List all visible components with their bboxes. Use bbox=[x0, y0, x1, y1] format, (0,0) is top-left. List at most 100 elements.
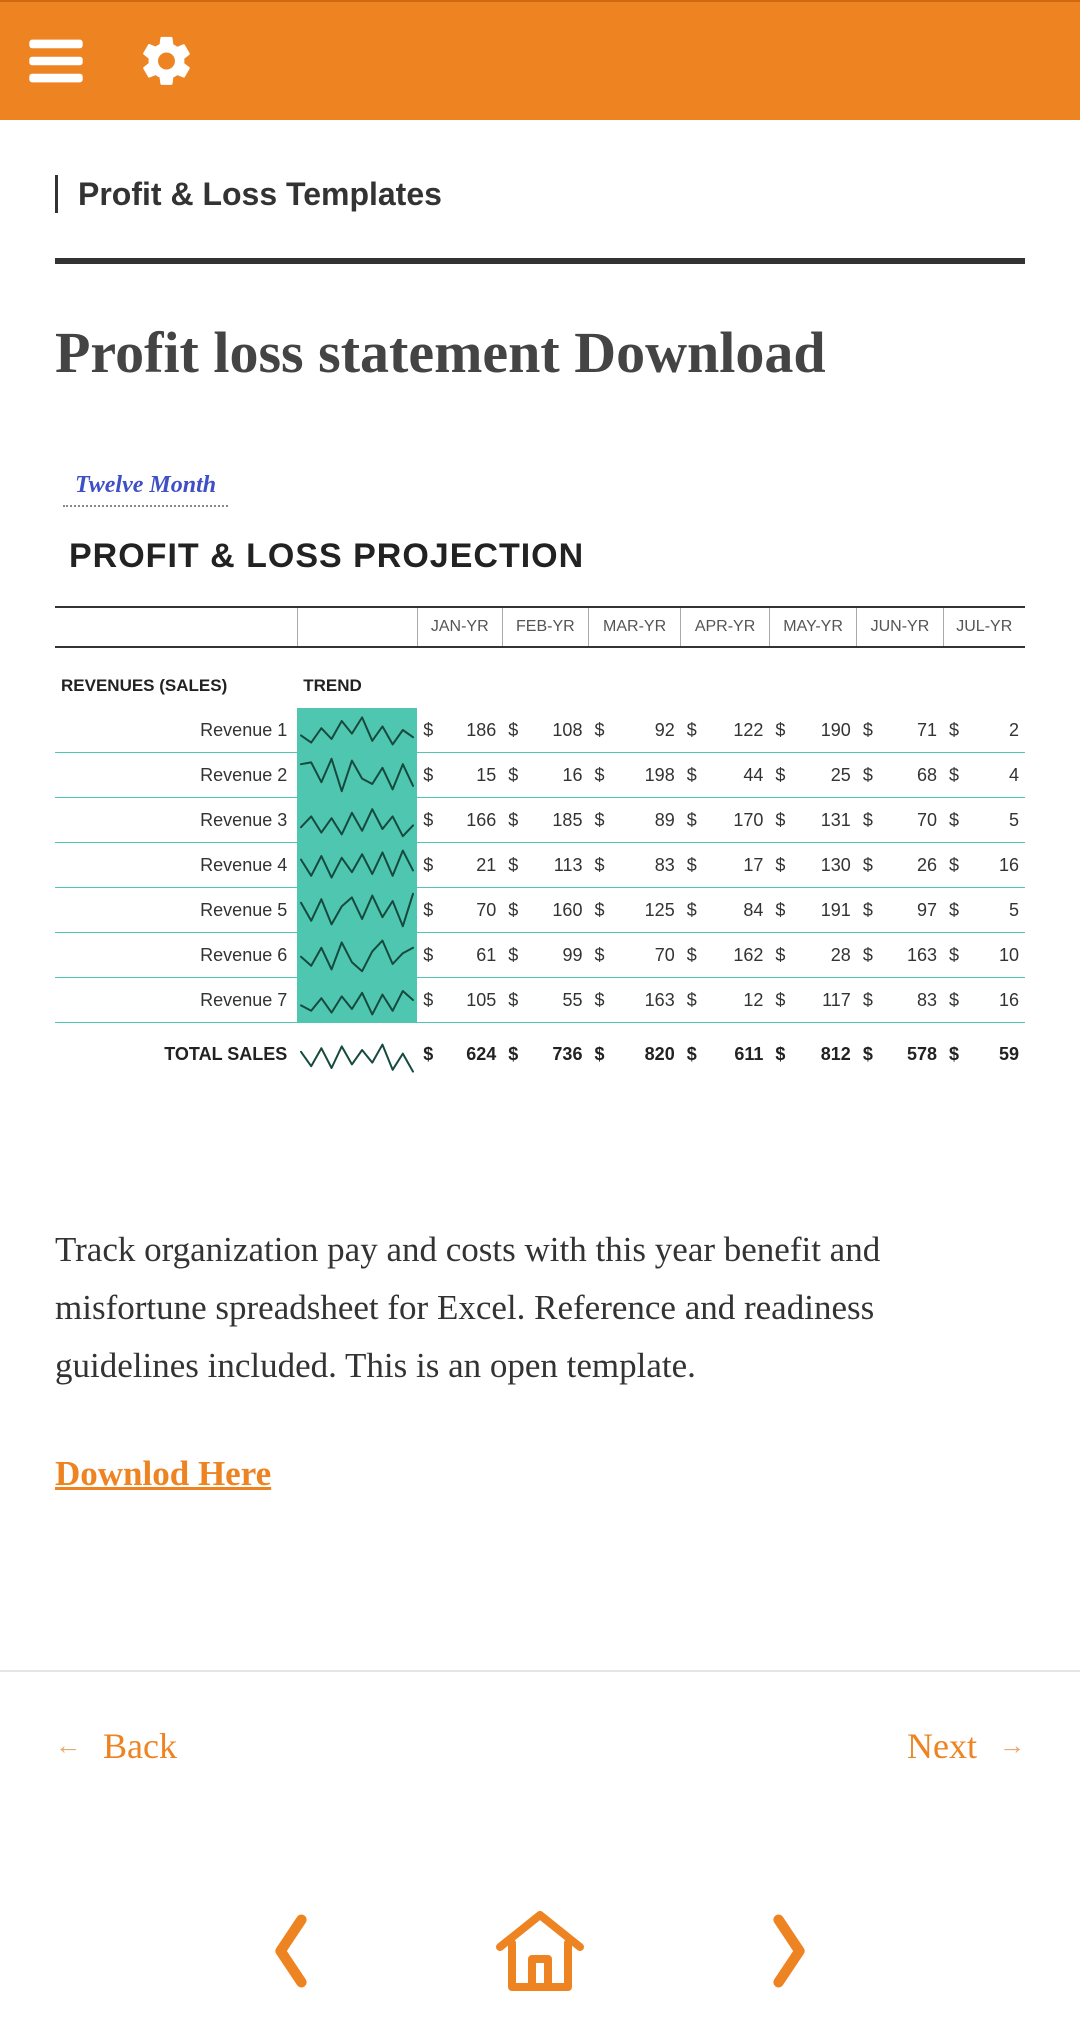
value-cell: 5 bbox=[959, 888, 1025, 933]
value-cell: 624 bbox=[433, 1023, 502, 1082]
month-header: JUN-YR bbox=[857, 607, 943, 647]
currency-symbol: $ bbox=[681, 978, 697, 1023]
section-divider bbox=[0, 1670, 1080, 1672]
currency-symbol: $ bbox=[857, 1023, 873, 1082]
nav-home-icon[interactable] bbox=[492, 1907, 588, 2000]
next-label: Next bbox=[907, 1725, 977, 1767]
nav-forward-icon[interactable] bbox=[764, 1913, 814, 1994]
back-link[interactable]: ← Back bbox=[55, 1725, 177, 1767]
value-cell: 108 bbox=[518, 708, 588, 753]
month-header: MAY-YR bbox=[769, 607, 856, 647]
description-text: Track organization pay and costs with th… bbox=[55, 1221, 1025, 1394]
currency-symbol: $ bbox=[681, 798, 697, 843]
value-cell: 21 bbox=[433, 843, 502, 888]
value-cell: 812 bbox=[785, 1023, 856, 1082]
spreadsheet-preview: Twelve Month PROFIT & LOSS PROJECTION JA… bbox=[55, 456, 1025, 1081]
value-cell: 186 bbox=[433, 708, 502, 753]
value-cell: 68 bbox=[873, 753, 943, 798]
value-cell: 131 bbox=[785, 798, 856, 843]
currency-symbol: $ bbox=[588, 933, 604, 978]
currency-symbol: $ bbox=[857, 753, 873, 798]
value-cell: 113 bbox=[518, 843, 588, 888]
currency-symbol: $ bbox=[502, 888, 518, 933]
value-cell: 70 bbox=[873, 798, 943, 843]
value-cell: 44 bbox=[697, 753, 770, 798]
arrow-left-icon: ← bbox=[55, 1731, 81, 1761]
table-row: Revenue 7$105$55$163$12$117$83$16 bbox=[55, 978, 1025, 1023]
currency-symbol: $ bbox=[417, 843, 433, 888]
value-cell: 92 bbox=[604, 708, 680, 753]
currency-symbol: $ bbox=[588, 753, 604, 798]
row-label: Revenue 5 bbox=[55, 888, 297, 933]
currency-symbol: $ bbox=[681, 1023, 697, 1082]
currency-symbol: $ bbox=[769, 978, 785, 1023]
value-cell: 59 bbox=[959, 1023, 1025, 1082]
currency-symbol: $ bbox=[417, 798, 433, 843]
value-cell: 97 bbox=[873, 888, 943, 933]
nav-back-icon[interactable] bbox=[266, 1913, 316, 1994]
value-cell: 820 bbox=[604, 1023, 680, 1082]
sheet-subtitle: Twelve Month bbox=[63, 466, 228, 507]
value-cell: 160 bbox=[518, 888, 588, 933]
page-title: Profit loss statement Download bbox=[55, 319, 1025, 386]
value-cell: 89 bbox=[604, 798, 680, 843]
value-cell: 17 bbox=[697, 843, 770, 888]
bottom-nav bbox=[0, 1883, 1080, 2023]
currency-symbol: $ bbox=[681, 888, 697, 933]
value-cell: 26 bbox=[873, 843, 943, 888]
month-header: APR-YR bbox=[681, 607, 770, 647]
next-link[interactable]: Next → bbox=[907, 1725, 1025, 1767]
currency-symbol: $ bbox=[588, 888, 604, 933]
sparkline-cell bbox=[297, 753, 417, 798]
currency-symbol: $ bbox=[502, 798, 518, 843]
currency-symbol: $ bbox=[681, 708, 697, 753]
value-cell: 611 bbox=[697, 1023, 770, 1082]
download-link[interactable]: Downlod Here bbox=[55, 1454, 271, 1494]
value-cell: 70 bbox=[433, 888, 502, 933]
currency-symbol: $ bbox=[681, 753, 697, 798]
currency-symbol: $ bbox=[502, 843, 518, 888]
arrow-right-icon: → bbox=[999, 1731, 1025, 1761]
value-cell: 125 bbox=[604, 888, 680, 933]
currency-symbol: $ bbox=[943, 708, 959, 753]
value-cell: 122 bbox=[697, 708, 770, 753]
currency-symbol: $ bbox=[502, 708, 518, 753]
value-cell: 55 bbox=[518, 978, 588, 1023]
currency-symbol: $ bbox=[943, 798, 959, 843]
sheet-title: PROFIT & LOSS PROJECTION bbox=[69, 537, 1025, 576]
value-cell: 130 bbox=[785, 843, 856, 888]
currency-symbol: $ bbox=[417, 1023, 433, 1082]
value-cell: 12 bbox=[697, 978, 770, 1023]
value-cell: 578 bbox=[873, 1023, 943, 1082]
content-area: Profit & Loss Templates Profit loss stat… bbox=[0, 120, 1080, 1494]
value-cell: 83 bbox=[604, 843, 680, 888]
currency-symbol: $ bbox=[943, 753, 959, 798]
currency-symbol: $ bbox=[943, 888, 959, 933]
currency-symbol: $ bbox=[588, 978, 604, 1023]
value-cell: 190 bbox=[785, 708, 856, 753]
menu-icon[interactable] bbox=[24, 29, 88, 93]
value-cell: 5 bbox=[959, 798, 1025, 843]
value-cell: 16 bbox=[518, 753, 588, 798]
sparkline-cell bbox=[297, 933, 417, 978]
row-label: Revenue 1 bbox=[55, 708, 297, 753]
currency-symbol: $ bbox=[769, 798, 785, 843]
value-cell: 61 bbox=[433, 933, 502, 978]
pager: ← Back Next → bbox=[0, 1725, 1080, 1767]
month-header: JUL-YR bbox=[943, 607, 1025, 647]
table-row: Revenue 5$70$160$125$84$191$97$5 bbox=[55, 888, 1025, 933]
value-cell: 191 bbox=[785, 888, 856, 933]
row-label: Revenue 7 bbox=[55, 978, 297, 1023]
value-cell: 162 bbox=[697, 933, 770, 978]
currency-symbol: $ bbox=[943, 933, 959, 978]
value-cell: 83 bbox=[873, 978, 943, 1023]
value-cell: 105 bbox=[433, 978, 502, 1023]
breadcrumb-label[interactable]: Profit & Loss Templates bbox=[78, 176, 442, 213]
settings-icon[interactable] bbox=[138, 32, 196, 90]
table-row: Revenue 6$61$99$70$162$28$163$10 bbox=[55, 933, 1025, 978]
currency-symbol: $ bbox=[857, 798, 873, 843]
value-cell: 28 bbox=[785, 933, 856, 978]
row-label: Revenue 6 bbox=[55, 933, 297, 978]
value-cell: 166 bbox=[433, 798, 502, 843]
value-cell: 736 bbox=[518, 1023, 588, 1082]
